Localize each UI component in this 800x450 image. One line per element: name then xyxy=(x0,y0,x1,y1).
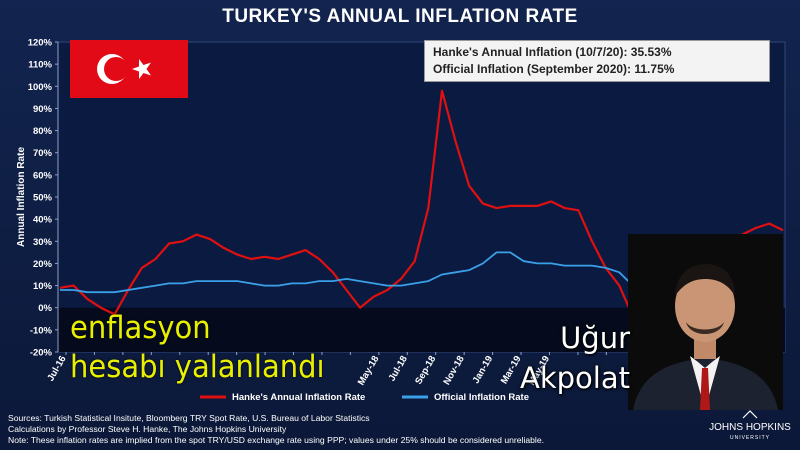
y-tick-label: 20% xyxy=(33,259,53,270)
note-line: Note: These inflation rates are implied … xyxy=(8,435,544,445)
x-tick-label: May-18 xyxy=(356,354,382,387)
turkey-flag-icon xyxy=(70,40,188,98)
y-tick-label: 70% xyxy=(33,148,53,159)
headline-overlay: enflasyon hesabı yalanlandı xyxy=(70,308,325,386)
headline-line-2: hesabı yalanlandı xyxy=(70,347,325,385)
y-tick-label: 10% xyxy=(33,281,53,292)
y-tick-label: 80% xyxy=(33,126,53,137)
chart-title: TURKEY'S ANNUAL INFLATION RATE xyxy=(222,6,578,27)
legend-official-label: Official Inflation Rate xyxy=(434,392,529,403)
x-tick-label: Nov-18 xyxy=(441,354,466,387)
y-tick-label: -10% xyxy=(30,325,53,336)
hanke-inflation-text: Hanke's Annual Inflation (10/7/20): 35.5… xyxy=(433,45,672,59)
jhu-logo-icon xyxy=(705,410,795,422)
jhu-logo-subtext: UNIVERSITY xyxy=(729,435,770,441)
y-tick-label: -20% xyxy=(30,348,53,359)
y-tick-label: 60% xyxy=(33,170,53,181)
y-tick-label: 40% xyxy=(33,215,53,226)
sources-line: Sources: Turkish Statistical Insitute, B… xyxy=(8,413,370,423)
y-tick-label: 50% xyxy=(33,193,53,204)
y-tick-label: 110% xyxy=(28,60,52,71)
y-axis-label: Annual Inflation Rate xyxy=(16,147,27,247)
x-tick-label: Sep-18 xyxy=(413,354,438,386)
y-tick-label: 30% xyxy=(33,237,53,248)
source-notes: Sources: Turkish Statistical Insitute, B… xyxy=(8,413,708,446)
legend-hanke-label: Hanke's Annual Inflation Rate xyxy=(232,392,365,403)
inflation-info-box: Hanke's Annual Inflation (10/7/20): 35.5… xyxy=(424,40,770,82)
official-inflation-text: Official Inflation (September 2020): 11.… xyxy=(433,62,675,76)
jhu-logo: JOHNS HOPKINS UNIVERSITY xyxy=(705,410,795,444)
y-tick-label: 120% xyxy=(28,38,53,49)
y-tick-label: 100% xyxy=(28,82,53,93)
y-tick-label: 0% xyxy=(38,303,52,314)
author-photo xyxy=(628,234,783,410)
calculations-line: Calculations by Professor Steve H. Hanke… xyxy=(8,424,287,434)
headline-line-1: enflasyon xyxy=(70,309,211,346)
author-name-overlay: Uğur Akpolat xyxy=(510,318,630,398)
x-tick-label: Jul-18 xyxy=(387,354,410,383)
x-tick-label: Jan-19 xyxy=(471,354,496,386)
author-last-name: Akpolat xyxy=(520,361,630,395)
jhu-logo-text: JOHNS HOPKINS xyxy=(709,422,791,433)
author-first-name: Uğur xyxy=(560,321,630,355)
y-tick-label: 90% xyxy=(33,104,53,115)
